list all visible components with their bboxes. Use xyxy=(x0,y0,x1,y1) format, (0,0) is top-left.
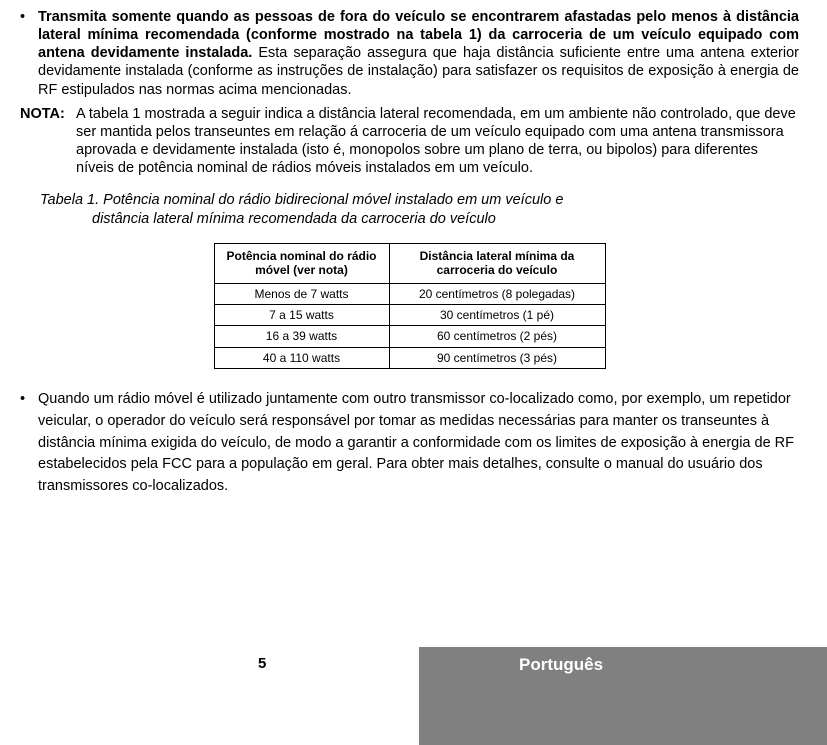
table-cell: 40 a 110 watts xyxy=(214,347,389,368)
page-number: 5 xyxy=(258,655,266,672)
note-text: A tabela 1 mostrada a seguir indica a di… xyxy=(76,105,799,178)
table-caption: Tabela 1. Potência nominal do rádio bidi… xyxy=(40,191,779,229)
table-header: Distância lateral mínima da carroceria d… xyxy=(389,243,605,283)
bullet-text: Transmita somente quando as pessoas de f… xyxy=(38,8,799,99)
page-content: • Transmita somente quando as pessoas de… xyxy=(0,0,827,498)
caption-line-2: distância lateral mínima recomendada da … xyxy=(40,210,779,229)
table-cell: 7 a 15 watts xyxy=(214,304,389,325)
table-cell: 20 centímetros (8 polegadas) xyxy=(389,283,605,304)
language-tab: Português xyxy=(419,647,827,745)
note-block: NOTA: A tabela 1 mostrada a seguir indic… xyxy=(20,105,799,178)
bullet-item-2: • Quando um rádio móvel é utilizado junt… xyxy=(20,389,799,498)
power-distance-table: Potência nominal do rádio móvel (ver not… xyxy=(214,243,606,369)
bullet-marker: • xyxy=(20,389,38,498)
caption-line-1: Tabela 1. Potência nominal do rádio bidi… xyxy=(40,192,563,208)
bullet-item-1: • Transmita somente quando as pessoas de… xyxy=(20,8,799,99)
table-cell: Menos de 7 watts xyxy=(214,283,389,304)
page-footer: 5 Português xyxy=(0,647,827,745)
table-row: 40 a 110 watts 90 centímetros (3 pés) xyxy=(214,347,605,368)
note-label: NOTA: xyxy=(20,105,76,178)
table-row: 7 a 15 watts 30 centímetros (1 pé) xyxy=(214,304,605,325)
table-cell: 30 centímetros (1 pé) xyxy=(389,304,605,325)
table-row: Menos de 7 watts 20 centímetros (8 poleg… xyxy=(214,283,605,304)
table-cell: 60 centímetros (2 pés) xyxy=(389,326,605,347)
table-row: 16 a 39 watts 60 centímetros (2 pés) xyxy=(214,326,605,347)
table-header-row: Potência nominal do rádio móvel (ver not… xyxy=(214,243,605,283)
table-cell: 16 a 39 watts xyxy=(214,326,389,347)
bullet-text: Quando um rádio móvel é utilizado juntam… xyxy=(38,389,799,498)
bullet-marker: • xyxy=(20,8,38,99)
table-header: Potência nominal do rádio móvel (ver not… xyxy=(214,243,389,283)
table-cell: 90 centímetros (3 pés) xyxy=(389,347,605,368)
